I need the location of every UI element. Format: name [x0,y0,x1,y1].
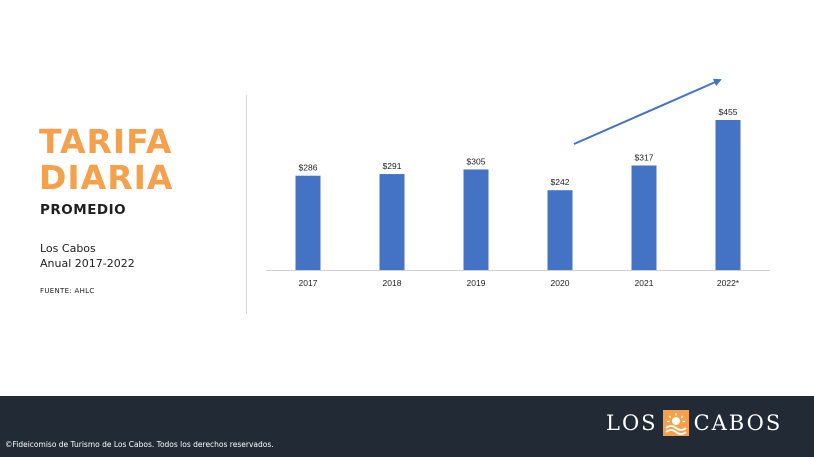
sun-wave-icon [662,410,689,436]
x-tick-label-2020: 2020 [551,278,570,288]
bar-2020 [547,190,573,270]
place-block: Los Cabos Anual 2017-2022 [40,241,135,271]
bar-2017 [295,175,321,270]
bar-2018 [379,174,405,270]
logo-text-left: LOS [606,411,658,435]
x-tick-label-2019: 2019 [467,278,486,288]
slide: TARIFA DIARIA PROMEDIO Los Cabos Anual 2… [39,78,770,314]
data-label-2018: $291 [383,161,402,171]
subtitle: PROMEDIO [40,202,127,218]
divider [246,95,247,314]
brand-logo: LOS CABOS [606,410,782,436]
bar-2019 [463,169,489,270]
footer: LOS CABOS ©Fideicomiso de Turismo de Los… [0,396,814,457]
x-tick-label-2017: 2017 [299,278,318,288]
data-label-2021: $317 [635,152,654,162]
title-line-1: TARIFA [39,122,173,161]
trend-arrow-icon [573,78,722,145]
copyright-text: ©Fideicomiso de Turismo de Los Cabos. To… [5,440,274,449]
x-tick-label-2022*: 2022* [717,278,740,288]
bar-chart: $286 2017 $291 2018 $305 2019 $242 2020 $317 2021… [266,78,770,288]
page-title: TARIFA DIARIA [39,124,173,196]
x-tick-label-2021: 2021 [635,278,654,288]
data-label-2019: $305 [467,156,486,166]
place-label: Los Cabos [40,242,96,255]
logo-text-right: CABOS [693,411,783,435]
period-label: Anual 2017-2022 [40,257,135,270]
data-label-2017: $286 [299,163,318,173]
data-label-2022*: $455 [719,107,738,117]
title-line-2: DIARIA [39,158,174,197]
data-label-2020: $242 [551,177,570,187]
x-tick-label-2018: 2018 [383,278,402,288]
bar-2021 [631,165,657,270]
source-note: FUENTE: AHLC [40,287,95,295]
bar-2022* [715,120,741,270]
